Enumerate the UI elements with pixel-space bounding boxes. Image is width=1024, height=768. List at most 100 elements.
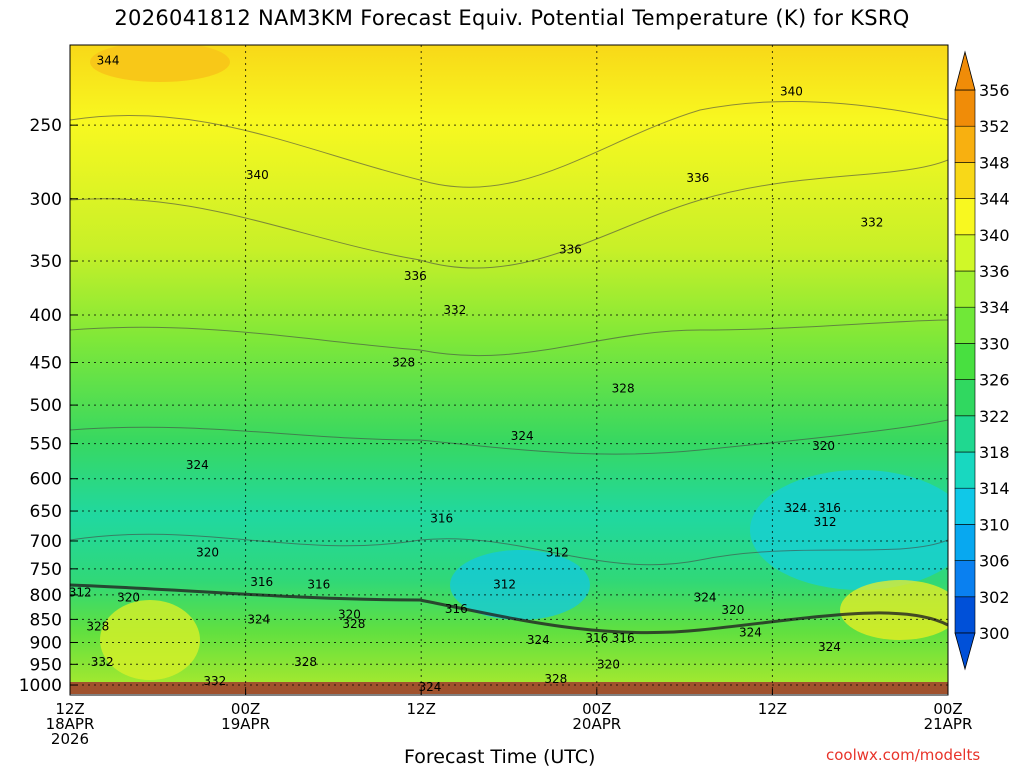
y-tick-label: 300: [30, 190, 62, 210]
contour-label: 328: [612, 382, 635, 396]
x-tick-label: 12Z: [758, 700, 787, 718]
y-tick-label: 600: [30, 470, 62, 490]
y-tick-label: 350: [30, 252, 62, 272]
contour-label: 324: [818, 640, 841, 654]
y-tick-label: 700: [30, 532, 62, 552]
colorbar-segment: [954, 415, 976, 453]
x-axis-label: Forecast Time (UTC): [404, 746, 596, 768]
colorbar-segment: [954, 270, 976, 308]
x-tick-label: 12Z: [55, 700, 84, 718]
contour-label: 320: [196, 545, 219, 559]
y-tick-label: 650: [30, 502, 62, 522]
colorbar-tick-label: 340: [979, 226, 1010, 245]
contour-label: 316: [250, 575, 273, 589]
colorbar-extend-bottom: [954, 632, 976, 671]
contour-label: 328: [544, 672, 567, 686]
y-tick-label: 850: [30, 610, 62, 630]
contour-label: 336: [404, 269, 427, 283]
y-tick-label: 400: [30, 306, 62, 326]
y-tick-label: 450: [30, 354, 62, 374]
colorbar-tick-label: 334: [979, 298, 1010, 317]
plot-frame: [69, 44, 949, 696]
contour-label: 316: [430, 511, 453, 525]
colorbar-segment: [954, 524, 976, 561]
y-tick-label: 1000: [19, 676, 62, 696]
contour-label: 316: [612, 631, 635, 645]
colorbar-tick-label: 300: [979, 624, 1010, 643]
x-tick-label: 00Z: [933, 700, 962, 718]
contour-label: 324: [784, 501, 807, 515]
colorbar-tick-label: 348: [979, 153, 1010, 172]
contour-label: 316: [445, 602, 468, 616]
colorbar-segment: [954, 162, 976, 199]
contour-label: 316: [307, 578, 330, 592]
chart-title: 2026041812 NAM3KM Forecast Equiv. Potent…: [114, 6, 910, 30]
y-tick-label: 750: [30, 560, 62, 580]
x-tick-label: 00Z: [231, 700, 260, 718]
y-tick-label: 550: [30, 435, 62, 455]
contour-label: 320: [338, 608, 361, 622]
y-tick-label: 950: [30, 655, 62, 675]
contour-label: 320: [812, 439, 835, 453]
colorbar-extend-top: [954, 50, 976, 91]
ground-band: [70, 682, 948, 694]
contour-label: 316: [585, 631, 608, 645]
colorbar-tick-label: 302: [979, 588, 1010, 607]
contour-label: 328: [342, 617, 365, 631]
contour-label: 312: [69, 585, 92, 599]
contour-label: 312: [493, 578, 516, 592]
contour-label: 332: [203, 674, 226, 688]
colorbar-segment: [954, 234, 976, 272]
contour-label: 328: [86, 619, 109, 633]
contour-label: 320: [597, 657, 620, 671]
x-tick-label: 18APR: [46, 715, 95, 733]
colorbar-segment: [954, 125, 976, 163]
field-fill: [70, 45, 948, 682]
y-tick-label: 800: [30, 586, 62, 606]
colorbar-tick-label: 318: [979, 443, 1010, 462]
contour-label: 332: [860, 215, 883, 229]
contour-label: 324: [511, 429, 534, 443]
contour-label: 324: [694, 590, 717, 604]
colorbar-tick-label: 356: [979, 81, 1010, 100]
contour-label: 320: [117, 590, 140, 604]
y-tick-label: 250: [30, 116, 62, 136]
contour-label: 336: [559, 242, 582, 256]
contour-label: 340: [246, 168, 269, 182]
colorbar-tick-label: 322: [979, 407, 1010, 426]
contour-label: 324: [419, 680, 442, 694]
colorbar-tick-label: 336: [979, 262, 1010, 281]
colorbar-tick-label: 326: [979, 371, 1010, 390]
contour-label: 332: [91, 655, 114, 669]
colorbar-segment: [954, 560, 976, 598]
contour-label: 328: [294, 655, 317, 669]
contour-label: 344: [97, 53, 120, 67]
colorbar-segment: [954, 198, 976, 236]
y-tick-label: 900: [30, 633, 62, 653]
contour-label: 316: [818, 501, 841, 515]
colorbar-tick-label: 310: [979, 515, 1010, 534]
x-tick-label: 2026: [51, 730, 89, 748]
contour-label: 324: [739, 625, 762, 639]
colorbar-segment: [954, 379, 976, 417]
colorbar-tick-label: 330: [979, 334, 1010, 353]
contour-label: 324: [186, 458, 209, 472]
colorbar-tick-label: 344: [979, 190, 1010, 209]
colorbar-segment: [954, 306, 976, 344]
contour-label: 340: [780, 84, 803, 98]
colorbar-segment: [954, 343, 976, 380]
colorbar-tick-label: 306: [979, 552, 1010, 571]
contour-label: 328: [392, 356, 415, 370]
colorbar-segment: [954, 451, 976, 489]
x-tick-label: 12Z: [407, 700, 436, 718]
x-tick-label: 00Z: [582, 700, 611, 718]
colorbar-segment: [954, 596, 976, 634]
colorbar-segment: [954, 487, 976, 525]
colorbar-segment: [954, 89, 976, 127]
y-tick-label: 500: [30, 396, 62, 416]
contour-label: 336: [686, 171, 709, 185]
x-tick-label: 19APR: [221, 715, 270, 733]
contour-label: 320: [721, 603, 744, 617]
x-tick-label: 20APR: [572, 715, 621, 733]
